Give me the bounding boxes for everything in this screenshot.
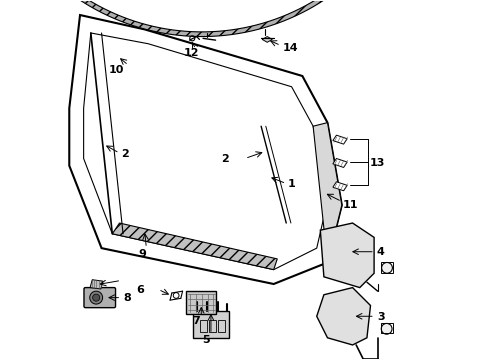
Text: 14: 14 (283, 43, 298, 53)
Text: 1: 1 (288, 179, 296, 189)
Polygon shape (0, 0, 408, 36)
Polygon shape (112, 223, 277, 270)
Polygon shape (333, 182, 347, 191)
Text: 4: 4 (377, 247, 385, 257)
Polygon shape (333, 158, 347, 167)
FancyBboxPatch shape (84, 288, 116, 308)
Circle shape (93, 294, 100, 301)
Circle shape (382, 262, 392, 273)
Text: 7: 7 (193, 316, 200, 325)
Text: 11: 11 (343, 200, 358, 210)
Text: 2: 2 (122, 149, 129, 159)
Circle shape (381, 323, 392, 334)
Polygon shape (90, 280, 103, 289)
Polygon shape (313, 123, 342, 262)
Polygon shape (317, 288, 370, 345)
Polygon shape (262, 37, 272, 42)
Circle shape (90, 291, 102, 304)
Text: 8: 8 (123, 293, 131, 303)
Text: 9: 9 (139, 248, 147, 258)
Text: 3: 3 (377, 312, 385, 322)
Text: 12: 12 (184, 48, 200, 58)
Text: 6: 6 (136, 285, 144, 295)
FancyBboxPatch shape (193, 311, 229, 338)
Text: 13: 13 (370, 158, 385, 168)
Polygon shape (320, 223, 374, 288)
Text: 5: 5 (202, 334, 209, 345)
Polygon shape (333, 135, 347, 144)
Text: 2: 2 (221, 154, 229, 164)
FancyBboxPatch shape (186, 291, 216, 315)
Text: 10: 10 (109, 64, 124, 75)
